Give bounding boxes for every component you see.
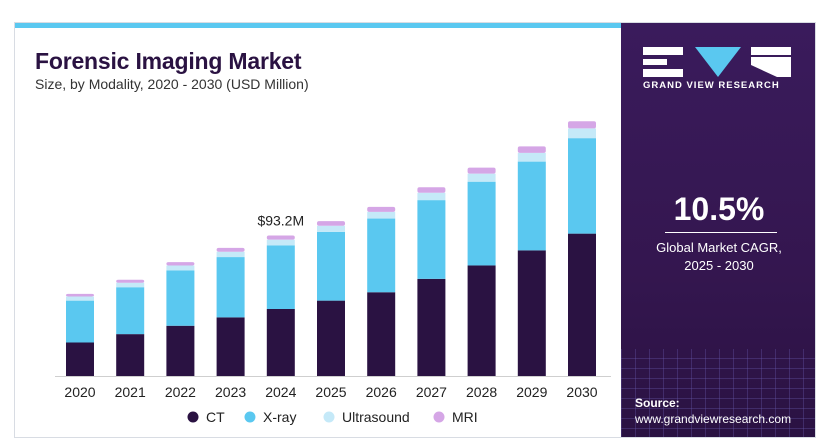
cagr-label: Global Market CAGR, 2025 - 2030 <box>621 239 815 275</box>
bar-x-ray-2024 <box>266 245 295 309</box>
cagr-label-line1: Global Market CAGR, <box>656 240 782 255</box>
bar-x-ray-2029 <box>517 161 546 251</box>
bar-ct-2020 <box>66 342 94 376</box>
bar-ct-2023 <box>216 317 245 376</box>
bar-x-ray-2028 <box>467 181 496 266</box>
cagr-divider <box>665 232 777 233</box>
bar-ct-2022 <box>166 325 195 376</box>
bar-mri-2021 <box>116 279 145 283</box>
bar-mri-2029 <box>517 146 546 153</box>
legend-label-ultrasound: Ultrasound <box>342 409 410 425</box>
bar-mri-2030 <box>568 121 596 129</box>
chart-panel: Forensic Imaging Market Size, by Modalit… <box>15 28 621 437</box>
x-tick-label-2020: 2020 <box>64 384 95 400</box>
bar-ct-2025 <box>317 300 345 376</box>
bar-x-ray-2023 <box>216 257 245 318</box>
bar-ct-2024 <box>266 309 295 376</box>
bar-ultrasound-2029 <box>517 152 546 162</box>
bar-x-ray-2030 <box>568 138 596 234</box>
bar-ultrasound-2023 <box>216 251 245 258</box>
bar-mri-2028 <box>467 167 496 174</box>
x-tick-label-2027: 2027 <box>416 384 447 400</box>
legend-label-ct: CT <box>206 409 225 425</box>
accent-bar <box>15 23 621 28</box>
bar-ct-2028 <box>467 265 496 376</box>
data-label-2024: $93.2M <box>257 212 304 228</box>
info-panel: GRAND VIEW RESEARCH 10.5% Global Market … <box>621 23 815 437</box>
x-tick-label-2026: 2026 <box>366 384 397 400</box>
x-tick-label-2023: 2023 <box>215 384 246 400</box>
legend-marker-ct <box>187 411 199 423</box>
bar-mri-2025 <box>317 221 345 226</box>
legend-label-x-ray: X-ray <box>263 409 296 425</box>
grand-view-research-logo <box>643 47 791 77</box>
bar-ultrasound-2022 <box>166 265 195 271</box>
source-label: Source: <box>635 396 680 410</box>
legend-marker-mri <box>433 411 445 423</box>
x-tick-label-2030: 2030 <box>566 384 597 400</box>
stacked-bar-chart: 2020 2021 2022 2023 2024 $93.2M 2025 2026 2027 20… <box>55 121 611 425</box>
bar-mri-2020 <box>66 293 94 297</box>
x-tick-label-2024: 2024 <box>265 384 296 400</box>
bar-x-ray-2021 <box>116 287 145 335</box>
legend-marker-ultrasound <box>323 411 335 423</box>
x-tick-label-2022: 2022 <box>165 384 196 400</box>
bar-ultrasound-2028 <box>467 173 496 182</box>
chart-subtitle: Size, by Modality, 2020 - 2030 (USD Mill… <box>35 76 309 92</box>
bar-ct-2021 <box>116 334 145 376</box>
bar-mri-2023 <box>216 247 245 252</box>
bar-mri-2024 <box>266 235 295 240</box>
bar-x-ray-2026 <box>367 218 396 293</box>
bar-mri-2026 <box>367 206 396 212</box>
bar-ultrasound-2020 <box>66 296 94 301</box>
bar-ultrasound-2025 <box>317 225 345 232</box>
bar-x-ray-2020 <box>66 300 94 343</box>
x-tick-label-2025: 2025 <box>315 384 346 400</box>
brand-name: GRAND VIEW RESEARCH <box>643 80 780 91</box>
bar-mri-2027 <box>417 187 446 193</box>
bar-ct-2030 <box>568 233 596 376</box>
chart-title: Forensic Imaging Market <box>35 48 302 74</box>
bar-ultrasound-2026 <box>367 211 396 219</box>
bar-ct-2027 <box>417 278 446 376</box>
x-tick-label-2021: 2021 <box>115 384 146 400</box>
x-tick-label-2029: 2029 <box>516 384 547 400</box>
cagr-value: 10.5% <box>673 191 765 227</box>
bar-x-ray-2022 <box>166 270 195 326</box>
bar-ct-2026 <box>367 292 396 376</box>
chart-card: Forensic Imaging Market Size, by Modalit… <box>14 22 816 438</box>
bar-ct-2029 <box>517 250 546 376</box>
bar-ultrasound-2024 <box>266 239 295 246</box>
legend-label-mri: MRI <box>452 409 478 425</box>
bar-ultrasound-2030 <box>568 128 596 139</box>
bar-x-ray-2027 <box>417 200 446 279</box>
bar-x-ray-2025 <box>317 231 345 301</box>
bar-ultrasound-2021 <box>116 282 145 288</box>
legend-marker-x-ray <box>244 411 256 423</box>
bar-ultrasound-2027 <box>417 192 446 201</box>
decorative-grid <box>621 349 815 437</box>
bar-mri-2022 <box>166 262 195 266</box>
cagr-label-line2: 2025 - 2030 <box>684 258 754 273</box>
x-tick-label-2028: 2028 <box>466 384 497 400</box>
source-link[interactable]: www.grandviewresearch.com <box>635 412 792 426</box>
